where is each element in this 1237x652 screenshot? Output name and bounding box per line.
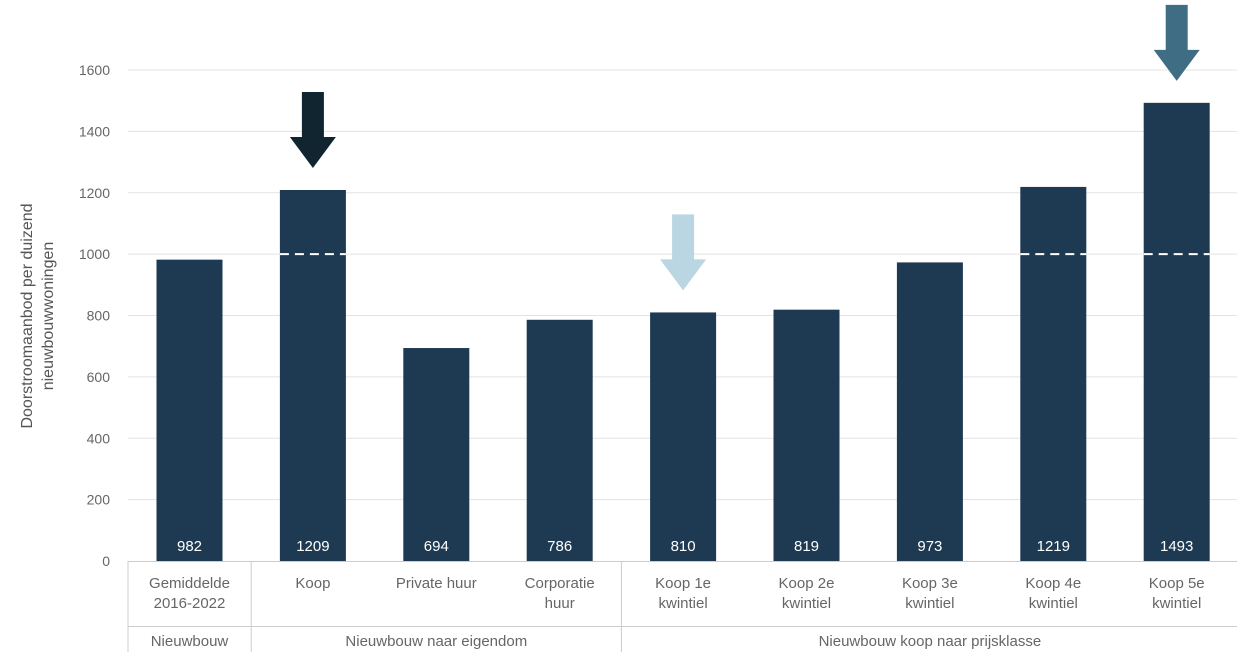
group-label: Nieuwbouw naar eigendom	[345, 633, 527, 650]
y-axis-label-line: nieuwbouwwoningen	[40, 242, 57, 391]
x-tick-label: Corporatie	[525, 575, 595, 592]
y-tick-label: 600	[87, 369, 111, 385]
x-tick-label: kwintiel	[1152, 595, 1201, 612]
y-tick-label: 200	[87, 492, 111, 508]
x-tick-label: 2016-2022	[154, 595, 226, 612]
group-label: Nieuwbouw koop naar prijsklasse	[819, 633, 1042, 650]
bar-value-label: 1219	[1037, 538, 1070, 555]
bar	[279, 189, 346, 561]
y-tick-label: 1400	[79, 123, 110, 139]
bar-value-label: 973	[917, 538, 942, 555]
x-tick-label: Gemiddelde	[149, 575, 230, 592]
y-tick-label: 0	[102, 553, 110, 569]
bar-value-label: 819	[794, 538, 819, 555]
y-axis-label: Doorstroomaanbod per duizend nieuwbouwwon…	[19, 203, 57, 428]
y-tick-label: 400	[87, 430, 111, 446]
arrow-icon	[660, 214, 707, 291]
x-tick-label: kwintiel	[1029, 595, 1078, 612]
bar	[526, 319, 593, 561]
y-tick-label: 800	[87, 308, 111, 324]
bar	[896, 262, 963, 561]
x-tick-label: Koop 1e	[655, 575, 711, 592]
arrow-icon	[289, 91, 336, 168]
bar-value-label: 786	[547, 538, 572, 555]
bar	[1020, 186, 1087, 561]
y-axis-ticks: 0 200 400 600 800 1000 1200 1400 1600	[79, 62, 110, 569]
x-tick-label: Koop 4e	[1025, 575, 1081, 592]
x-tick-label: huur	[545, 595, 575, 612]
bar	[1143, 102, 1210, 561]
x-tick-label: kwintiel	[659, 595, 708, 612]
bars	[156, 102, 1210, 561]
y-axis-label-line: Doorstroomaanbod per duizend	[19, 203, 36, 428]
bar-value-label: 694	[424, 538, 449, 555]
group-label: Nieuwbouw	[151, 633, 229, 650]
y-tick-label: 1200	[79, 185, 110, 201]
x-tick-label: Koop	[295, 575, 330, 592]
bar-value-label: 810	[671, 538, 696, 555]
y-tick-label: 1000	[79, 246, 110, 262]
value-labels: 982 1209 694 786 810 819 973 1219 1493	[177, 538, 1193, 555]
x-tick-label: Koop 3e	[902, 575, 958, 592]
arrows	[289, 4, 1200, 291]
arrow-icon	[1153, 4, 1200, 81]
bar	[156, 259, 223, 561]
x-tick-label: kwintiel	[782, 595, 831, 612]
x-tick-label: kwintiel	[905, 595, 954, 612]
y-tick-label: 1600	[79, 62, 110, 78]
bar	[773, 309, 840, 561]
x-tick-label: Koop 2e	[779, 575, 835, 592]
bar	[650, 312, 717, 561]
x-tick-label: Koop 5e	[1149, 575, 1205, 592]
x-axis: Gemiddelde 2016-2022 Koop Private huur Corpo…	[127, 561, 1237, 652]
bar-value-label: 1209	[296, 538, 329, 555]
bar	[403, 348, 470, 561]
x-tick-label: Private huur	[396, 575, 477, 592]
bar-value-label: 1493	[1160, 538, 1193, 555]
bar-value-label: 982	[177, 538, 202, 555]
